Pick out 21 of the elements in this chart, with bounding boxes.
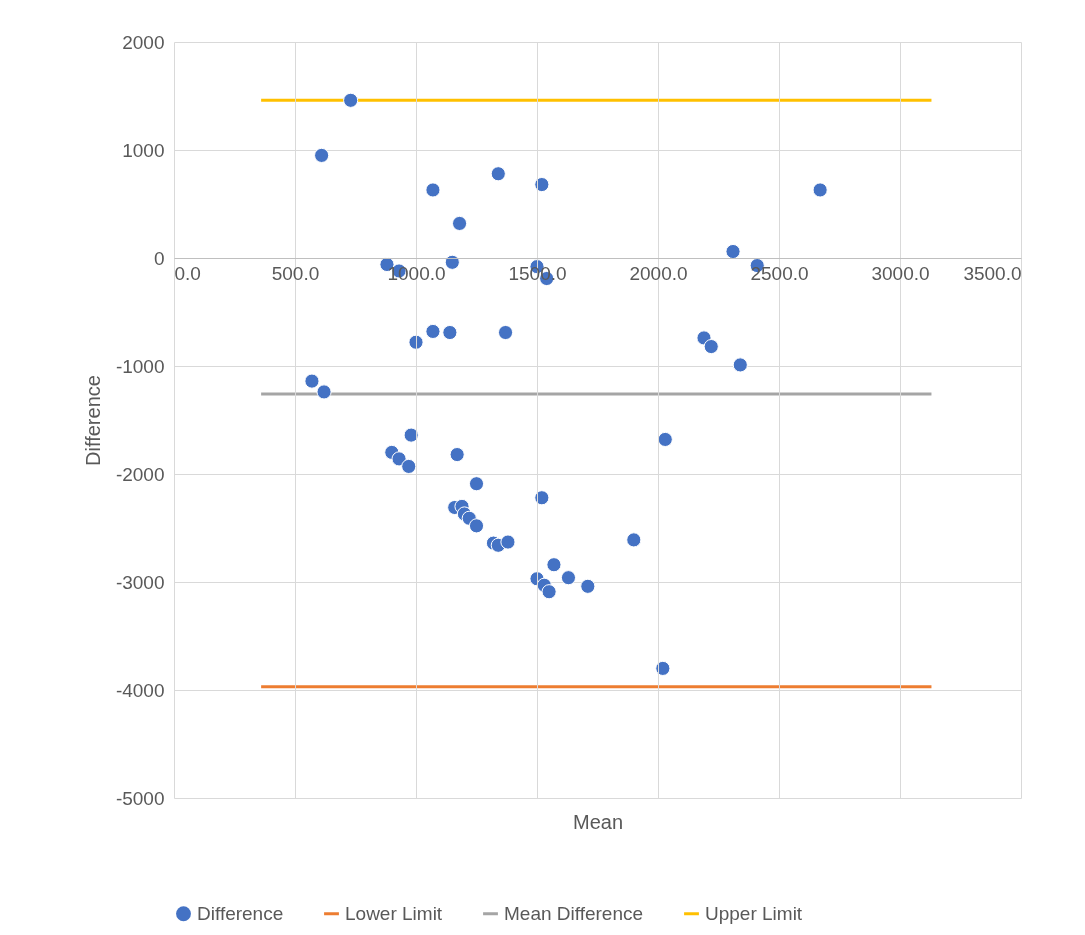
- legend-label: Mean Difference: [504, 902, 644, 924]
- x-tick-label: 3000.0: [871, 262, 930, 284]
- legend-label: Difference: [197, 902, 284, 924]
- y-axis-title: Difference: [81, 375, 104, 466]
- y-tick-label: -2000: [115, 463, 165, 485]
- y-tick-label: -4000: [115, 679, 165, 701]
- legend-label: Lower Limit: [345, 902, 443, 924]
- y-tick-label: 2000: [122, 31, 165, 53]
- y-tick-label: -1000: [115, 355, 165, 377]
- x-tick-label: 2500.0: [750, 262, 809, 284]
- x-tick-label: 3500.0: [963, 262, 1022, 284]
- y-tick-label: -5000: [115, 787, 165, 809]
- y-tick-label: -3000: [115, 571, 165, 593]
- y-tick-label: 1000: [122, 139, 165, 161]
- x-tick-label: 1000.0: [387, 262, 446, 284]
- x-tick-label: 500.0: [271, 262, 320, 284]
- legend-label: Upper Limit: [705, 902, 803, 924]
- x-axis-title: Mean: [572, 810, 624, 833]
- x-tick-label: 0.0: [174, 262, 201, 284]
- x-tick-label: 2000.0: [629, 262, 688, 284]
- y-tick-label: 0: [153, 247, 165, 269]
